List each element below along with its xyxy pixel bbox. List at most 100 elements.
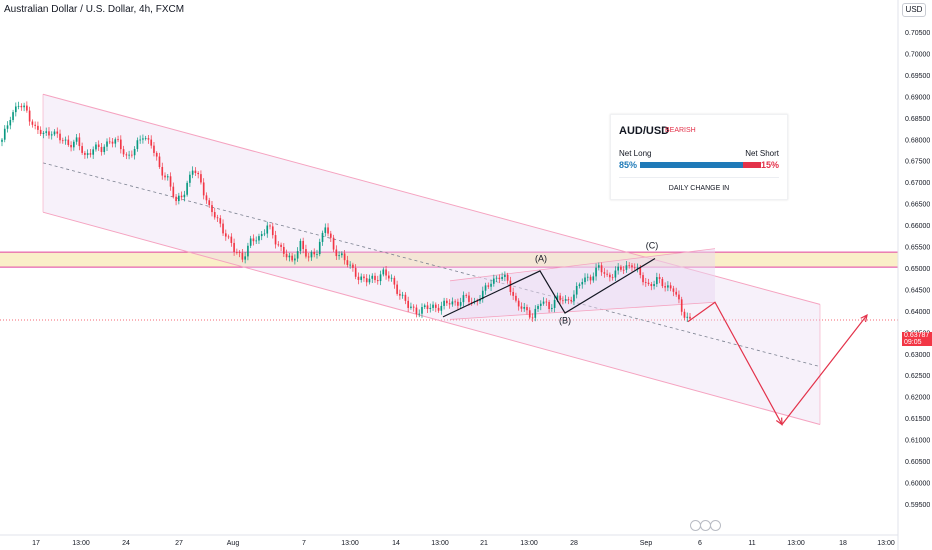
candle-body [78,137,81,147]
time-tick-label: 17 [32,540,40,547]
candle [371,273,374,284]
candle-body [625,265,628,270]
candle-body [517,300,520,307]
price-tick-label: 0.70500 [905,30,930,37]
candle [443,297,445,310]
candle [650,281,653,291]
sentiment-bar [640,162,761,168]
candle-body [100,146,103,153]
candle-body [390,277,393,279]
candle-body [484,285,487,291]
candle [269,223,271,230]
candle [365,274,368,287]
candle [92,146,95,159]
candle-body [534,308,537,318]
candle [175,194,177,206]
candle [61,137,64,144]
candle [354,264,357,280]
candle-body [280,244,282,247]
candle-body [341,253,343,256]
candle [216,214,219,223]
current-price-value: 0.63787 [904,332,930,339]
candle [559,292,561,305]
candle [183,190,186,202]
candle-body [150,139,153,146]
candle [144,135,147,141]
candle-body [437,307,440,311]
candle [236,248,238,255]
candle-body [393,277,396,285]
price-tick-label: 0.68500 [905,116,930,123]
candle [620,264,622,272]
projection-arrow [687,301,868,426]
wave-label: (A) [535,254,547,264]
candle-body [227,236,230,238]
candle [534,305,537,322]
candle-body [274,235,277,245]
candle-body [252,238,255,242]
candle [653,280,655,290]
candle [492,274,495,287]
candlestick-series [1,101,691,323]
candle-body [689,316,691,319]
candle [1,137,3,147]
candle-body [136,140,139,150]
candle [332,234,335,252]
candle-body [429,307,432,309]
candle [575,282,578,299]
candle-body [415,307,418,315]
price-tick-label: 0.60000 [905,480,930,487]
candle [89,148,92,158]
candle [520,302,523,312]
candle-body [401,294,404,296]
candle [642,272,644,286]
candle [172,182,175,199]
candle-body [48,131,50,136]
candle [523,302,526,312]
candle-body [233,242,235,253]
candle [647,278,650,286]
candle [672,285,675,297]
price-tick-label: 0.68000 [905,137,930,144]
candle-body [451,301,454,305]
candle [219,215,222,228]
current-price-tag: 0.63787 09:05 [902,332,932,346]
time-tick-label: 11 [748,540,755,547]
candle [194,167,197,176]
candle-body [50,134,53,136]
candle [37,121,39,134]
candle-body [667,285,669,288]
candle [191,166,194,179]
candle-body [374,275,376,281]
candle-body [64,139,67,141]
candle-body [686,316,689,318]
candle [363,274,365,282]
candle [628,262,631,269]
candle-body [363,276,365,279]
candle [338,251,340,260]
event-flag-icon[interactable] [710,520,721,531]
candle-body [653,284,655,287]
price-tick-label: 0.67000 [905,180,930,187]
candle [418,309,421,318]
candle-body [59,133,61,141]
economic-events[interactable] [690,520,724,532]
candle-body [249,238,252,246]
candle-body [343,253,346,261]
candle [611,274,614,281]
candle-body [512,291,514,296]
candle [675,287,678,297]
candle [202,178,205,200]
candle-body [316,254,318,255]
net-short-value: 15% [760,160,779,170]
candle-body [153,145,155,153]
currency-selector[interactable]: USD [902,3,926,17]
candle-body [291,255,293,261]
candle-body [523,307,526,309]
candle [64,136,67,145]
candle [586,273,589,282]
candle-body [6,125,9,129]
candle [595,263,597,281]
candle-body [75,137,78,142]
